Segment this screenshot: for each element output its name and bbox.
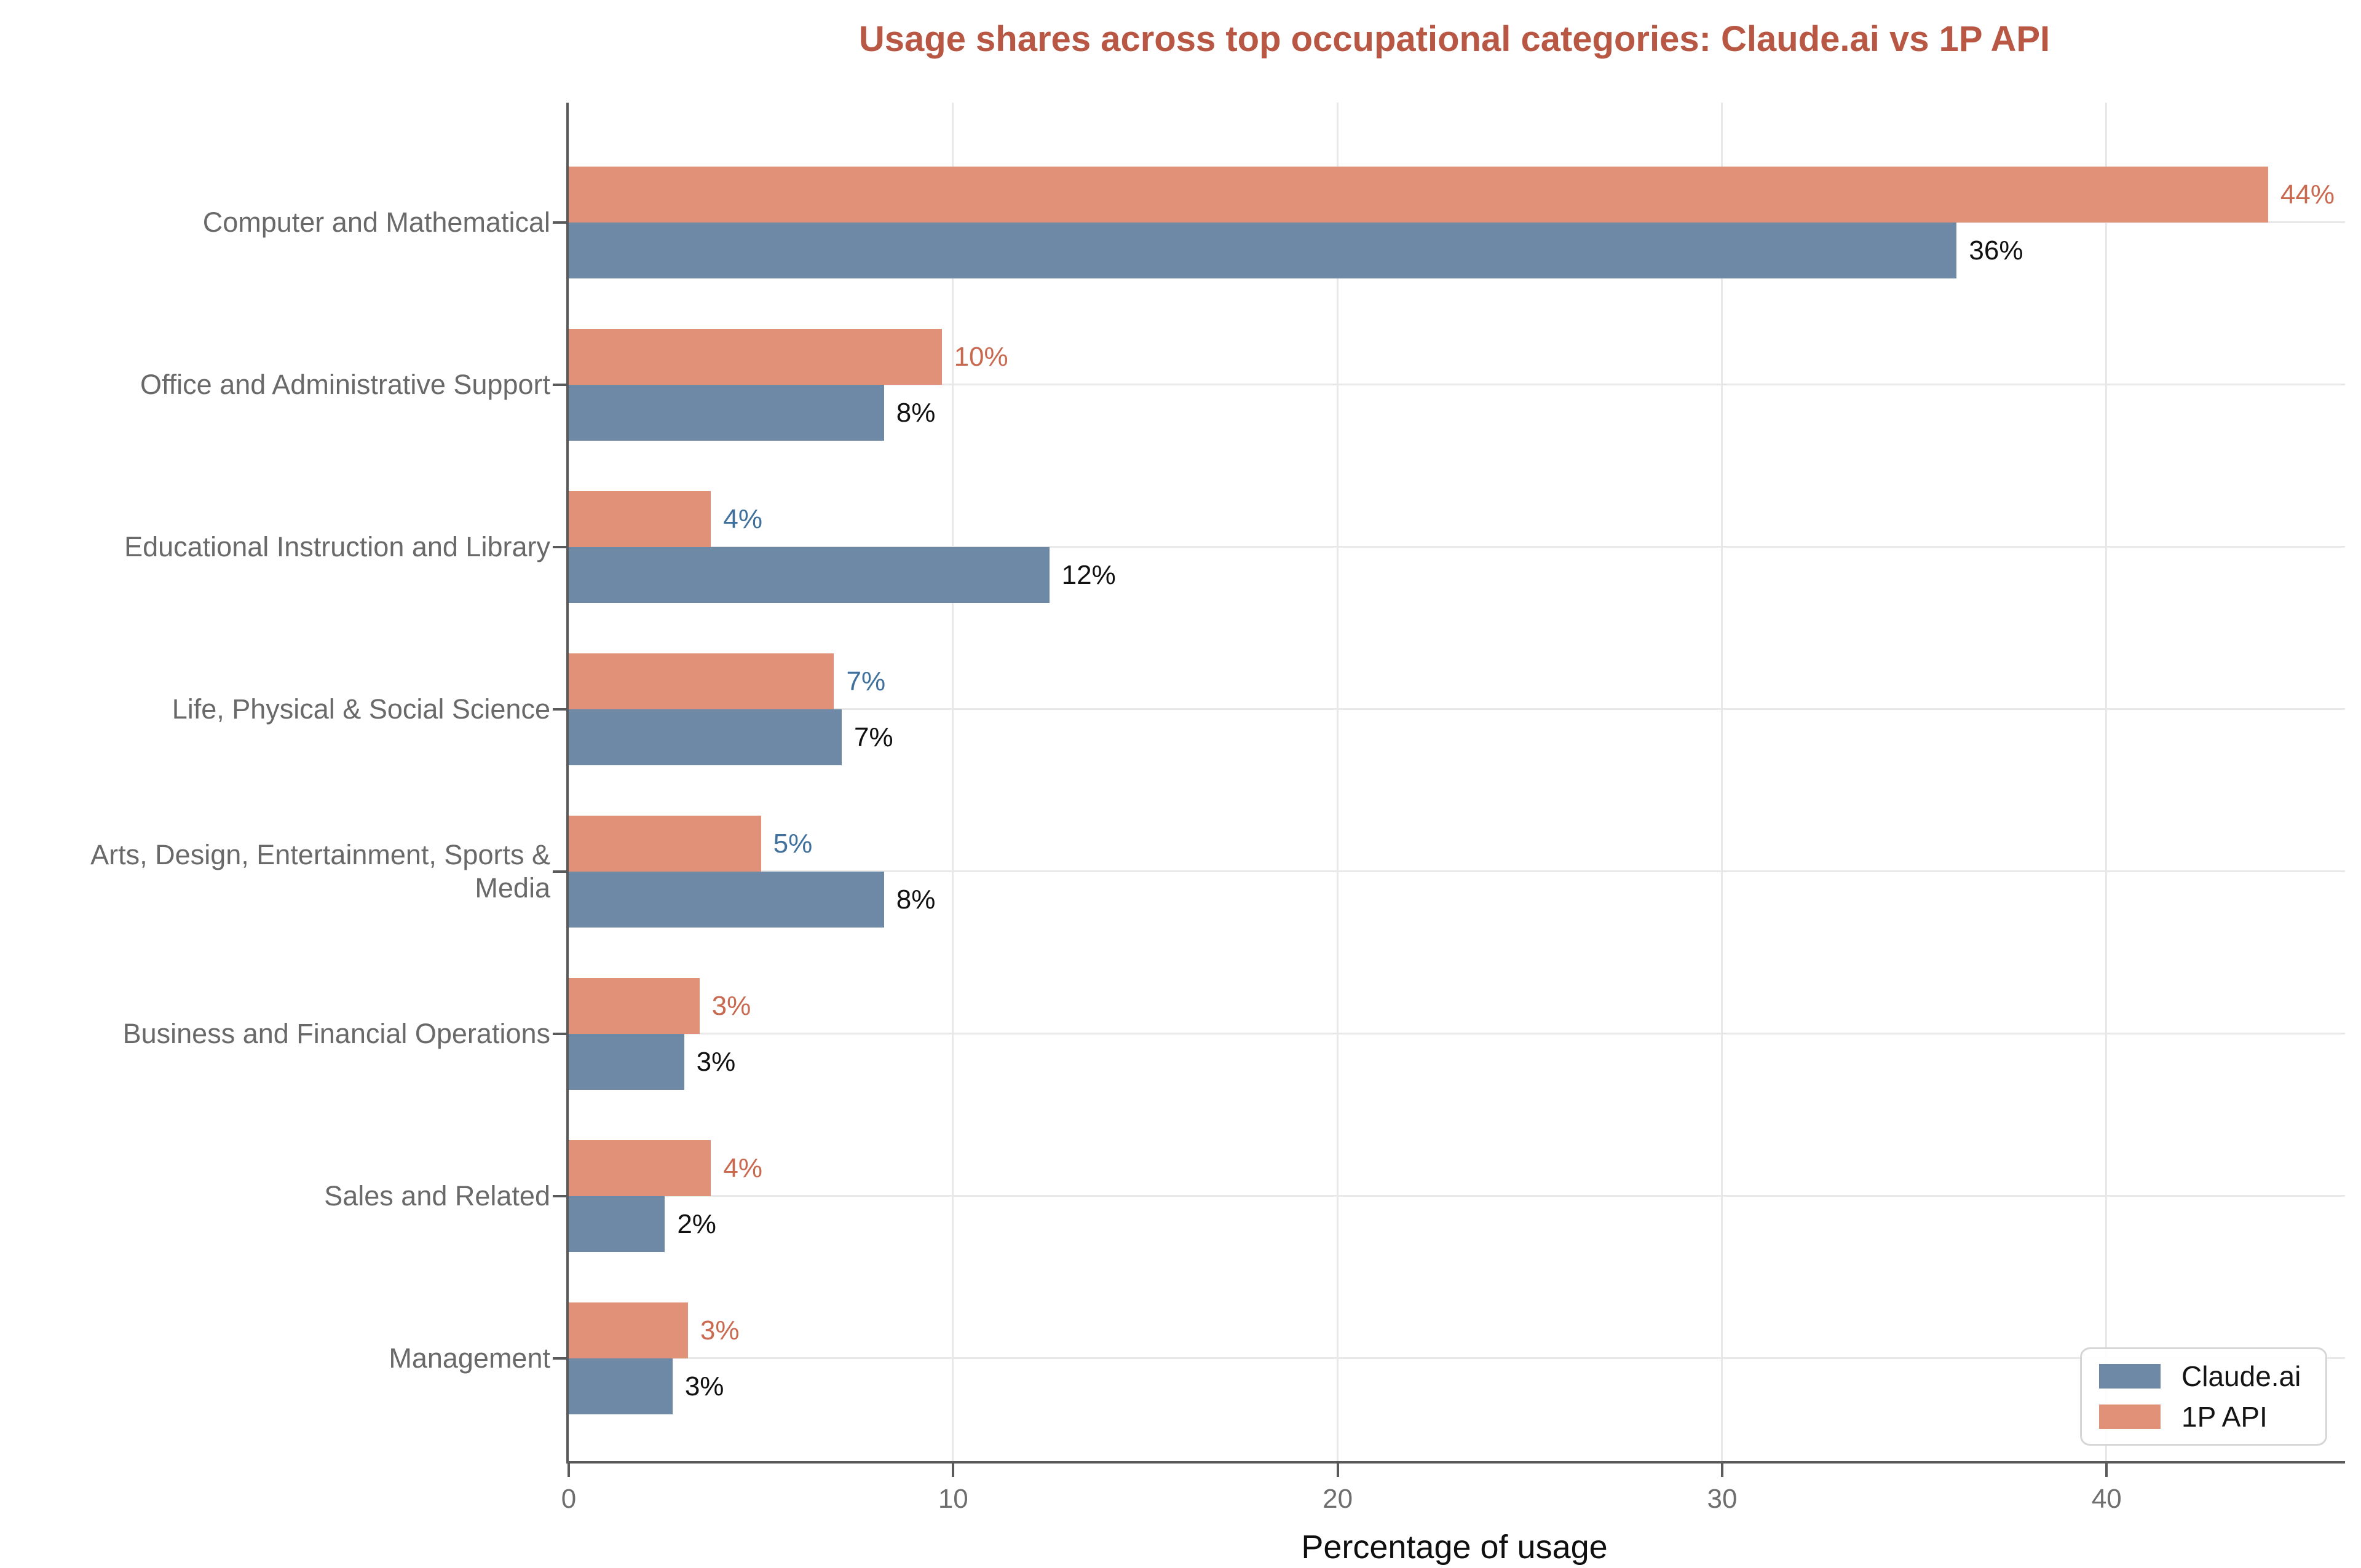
x-tick-label-0: 0: [561, 1484, 577, 1514]
value-label-claude-ai-sales-and-related: 2%: [677, 1209, 716, 1239]
value-label-1p-api-management: 3%: [700, 1315, 740, 1345]
value-label-1p-api-educational-instruction-and-library: 4%: [723, 504, 762, 534]
bar-1p-api-life-physical-social-science: [569, 653, 834, 709]
x-tick-0: [568, 1464, 570, 1477]
legend: Claude.ai 1P API: [2080, 1347, 2327, 1446]
bar-1p-api-management: [569, 1302, 688, 1358]
gridline-y-educational-instruction-and-library: [569, 546, 2345, 548]
x-tick-label-30: 30: [1707, 1484, 1738, 1514]
gridline-y-office-and-administrative-support: [569, 384, 2345, 385]
chart-title: Usage shares across top occupational cat…: [858, 19, 2051, 59]
value-label-claude-ai-life-physical-social-science: 7%: [853, 722, 893, 752]
y-tick-arts-design-entertainment-sports-media: [553, 870, 566, 873]
category-label-arts-design-entertainment-sports-media: Arts, Design, Entertainment, Sports & Me…: [90, 839, 550, 904]
legend-swatch-claude-ai: [2099, 1364, 2161, 1389]
x-tick-40: [2105, 1464, 2108, 1477]
x-tick-20: [1336, 1464, 1339, 1477]
bar-claude-ai-life-physical-social-science: [569, 709, 842, 765]
category-label-management: Management: [389, 1342, 550, 1374]
legend-label-claude-ai: Claude.ai: [2181, 1360, 2301, 1393]
value-label-1p-api-sales-and-related: 4%: [723, 1153, 762, 1183]
value-label-claude-ai-arts-design-entertainment-sports-media: 8%: [896, 884, 936, 915]
y-tick-educational-instruction-and-library: [553, 546, 566, 548]
bar-claude-ai-sales-and-related: [569, 1196, 665, 1252]
category-label-computer-and-mathematical: Computer and Mathematical: [202, 207, 550, 238]
x-tick-label-40: 40: [2091, 1484, 2122, 1514]
bar-claude-ai-arts-design-entertainment-sports-media: [569, 872, 884, 928]
value-label-claude-ai-computer-and-mathematical: 36%: [1969, 235, 2023, 266]
x-tick-10: [952, 1464, 955, 1477]
y-tick-management: [553, 1357, 566, 1360]
gridline-y-arts-design-entertainment-sports-media: [569, 870, 2345, 872]
value-label-claude-ai-business-and-financial-operations: 3%: [696, 1047, 736, 1077]
y-tick-business-and-financial-operations: [553, 1033, 566, 1035]
x-tick-label-20: 20: [1323, 1484, 1353, 1514]
bar-1p-api-office-and-administrative-support: [569, 329, 942, 385]
value-label-claude-ai-management: 3%: [684, 1371, 724, 1401]
bar-claude-ai-educational-instruction-and-library: [569, 547, 1050, 603]
bar-claude-ai-office-and-administrative-support: [569, 385, 884, 441]
bar-1p-api-educational-instruction-and-library: [569, 491, 711, 547]
bar-claude-ai-computer-and-mathematical: [569, 223, 1957, 278]
legend-entry-claude-ai: Claude.ai: [2099, 1360, 2308, 1393]
bar-claude-ai-management: [569, 1358, 673, 1414]
gridline-x-10: [952, 103, 954, 1461]
legend-entry-1p-api: 1P API: [2099, 1400, 2308, 1433]
x-tick-30: [1720, 1464, 1723, 1477]
gridline-y-life-physical-social-science: [569, 708, 2345, 710]
value-label-1p-api-office-and-administrative-support: 10%: [954, 342, 1008, 372]
gridline-x-20: [1336, 103, 1339, 1461]
bar-1p-api-business-and-financial-operations: [569, 978, 700, 1034]
bar-1p-api-arts-design-entertainment-sports-media: [569, 816, 761, 872]
bar-1p-api-sales-and-related: [569, 1140, 711, 1196]
value-label-1p-api-computer-and-mathematical: 44%: [2280, 179, 2335, 210]
legend-swatch-1p-api: [2099, 1404, 2161, 1429]
x-axis: 0 10 20 30 40: [561, 1464, 2345, 1568]
y-axis: Computer and Mathematical Office and Admi…: [0, 103, 566, 1461]
gridline-y-sales-and-related: [569, 1195, 2345, 1197]
value-label-1p-api-life-physical-social-science: 7%: [846, 666, 886, 696]
gridline-y-management: [569, 1357, 2345, 1359]
y-tick-office-and-administrative-support: [553, 384, 566, 386]
value-label-1p-api-business-and-financial-operations: 3%: [711, 991, 751, 1021]
category-label-office-and-administrative-support: Office and Administrative Support: [140, 369, 550, 400]
x-tick-label-10: 10: [938, 1484, 968, 1514]
category-label-business-and-financial-operations: Business and Financial Operations: [122, 1018, 550, 1049]
gridline-x-30: [1720, 103, 1723, 1461]
bar-claude-ai-business-and-financial-operations: [569, 1034, 684, 1090]
y-tick-life-physical-social-science: [553, 708, 566, 711]
category-label-educational-instruction-and-library: Educational Instruction and Library: [124, 531, 550, 562]
value-label-claude-ai-educational-instruction-and-library: 12%: [1061, 560, 1116, 590]
y-tick-computer-and-mathematical: [553, 221, 566, 224]
value-label-1p-api-arts-design-entertainment-sports-media: 5%: [773, 829, 813, 859]
x-axis-label: Percentage of usage: [1301, 1529, 1608, 1566]
category-label-sales-and-related: Sales and Related: [324, 1180, 550, 1211]
gridline-x-40: [2105, 103, 2108, 1461]
y-tick-sales-and-related: [553, 1195, 566, 1197]
gridline-y-business-and-financial-operations: [569, 1033, 2345, 1034]
plot-area: 44% 36% 10% 8% 4% 12% 7% 7% 5% 8% 3% 3% 4% 2% 3% 3%: [566, 103, 2345, 1464]
value-label-claude-ai-office-and-administrative-support: 8%: [896, 398, 936, 428]
bar-1p-api-computer-and-mathematical: [569, 167, 2268, 223]
legend-label-1p-api: 1P API: [2181, 1400, 2268, 1433]
category-label-life-physical-social-science: Life, Physical & Social Science: [172, 693, 550, 725]
